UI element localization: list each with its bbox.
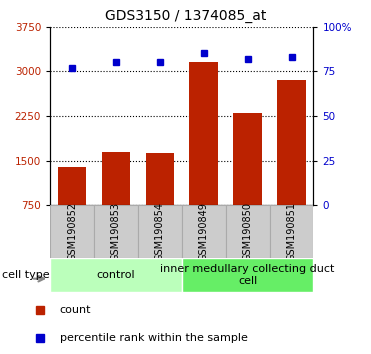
Text: GSM190852: GSM190852 [67, 202, 77, 262]
Text: GSM190849: GSM190849 [199, 202, 209, 261]
Bar [145, 154, 174, 205]
Bar [277, 80, 306, 205]
Bar [190, 62, 218, 205]
Bar [138, 205, 182, 258]
Bar [94, 205, 138, 258]
Text: GSM190850: GSM190850 [243, 202, 253, 261]
Text: count: count [60, 305, 91, 315]
Bar [182, 205, 226, 258]
Text: GSM190851: GSM190851 [286, 202, 296, 261]
Bar [50, 205, 94, 258]
Bar [182, 258, 313, 292]
Text: GSM190854: GSM190854 [155, 202, 165, 261]
Bar [50, 258, 182, 292]
Bar [270, 205, 313, 258]
Bar [102, 152, 130, 205]
Bar [226, 205, 270, 258]
Text: GSM190853: GSM190853 [111, 202, 121, 261]
Text: percentile rank within the sample: percentile rank within the sample [60, 333, 247, 343]
Text: control: control [96, 270, 135, 280]
Bar [233, 113, 262, 205]
Bar [58, 167, 86, 205]
Text: GDS3150 / 1374085_at: GDS3150 / 1374085_at [105, 9, 266, 23]
Text: inner medullary collecting duct
cell: inner medullary collecting duct cell [160, 264, 335, 286]
Text: cell type: cell type [2, 270, 49, 280]
